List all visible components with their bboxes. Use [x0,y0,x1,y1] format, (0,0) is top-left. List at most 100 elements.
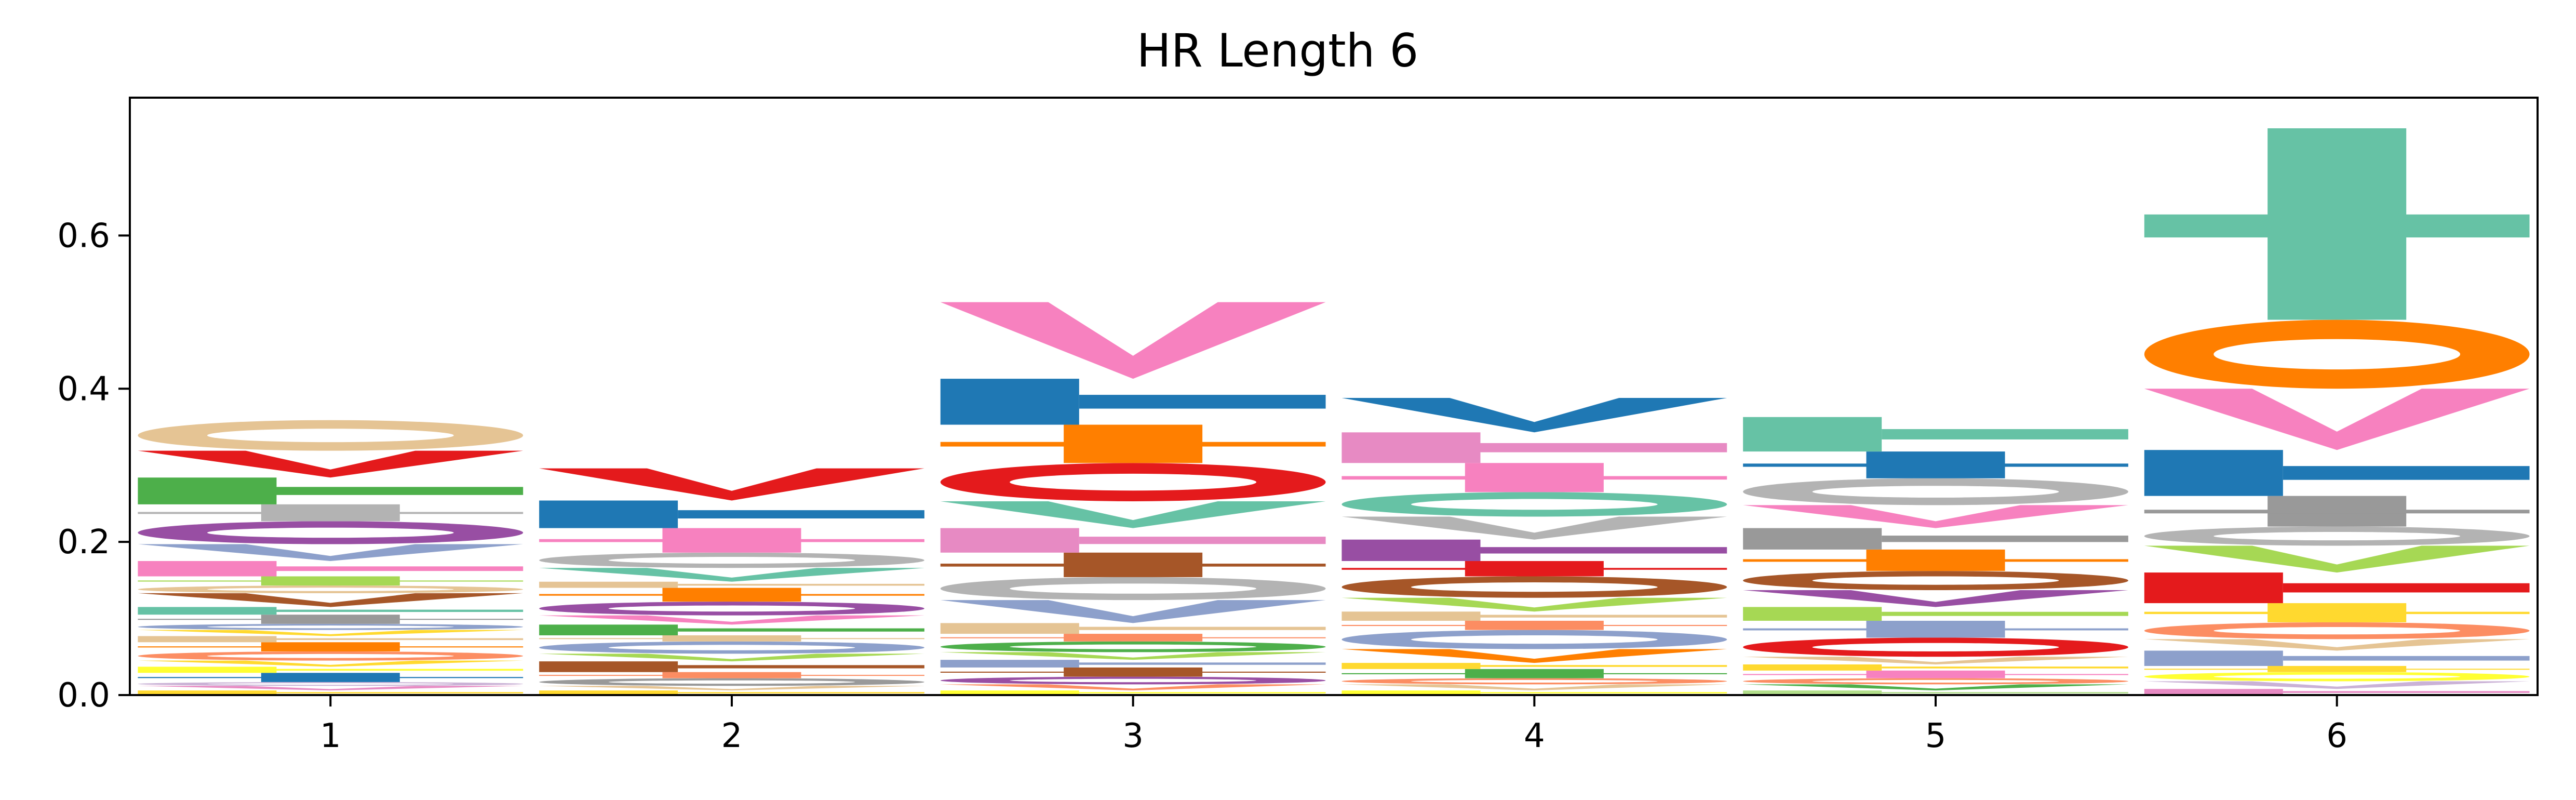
letter-glyph-stroke [1341,624,1727,626]
letter-glyph-stroke [1882,692,2128,694]
letter-glyph-stroke [2283,466,2530,480]
letter-glyph [1743,528,1882,550]
letter-glyph [1743,684,2128,691]
letter-glyph [1341,690,1481,695]
x-tick-label: 1 [320,717,341,755]
letter-glyph-hole [207,527,454,538]
letter-glyph [940,652,1326,660]
letter-glyph [539,581,678,588]
letter-glyph-stroke [940,671,1326,673]
letter-glyph-stroke [276,487,524,495]
letter-glyph-hole [1010,644,1257,649]
letter-glyph [2144,389,2530,450]
letter-glyph [1341,649,1727,663]
letter-glyph [2144,689,2283,695]
letter-glyph-stroke [940,637,1326,638]
letter-glyph-stroke [1743,628,2128,631]
letter-glyph-stroke [1480,615,1727,618]
letter-glyph-hole [608,605,855,612]
letter-glyph-stroke [1480,692,1727,694]
position-1-stack [138,420,524,695]
letter-glyph [2144,639,2530,651]
letter-glyph-stroke [276,692,524,694]
letter-glyph [138,660,524,667]
letter-glyph [2144,650,2283,666]
letter-glyph-stroke [539,594,924,596]
letter-glyph-hole [1010,473,1257,491]
x-tick-label: 6 [2326,717,2347,755]
letter-glyph [1341,516,1727,540]
letter-glyph-hole [207,429,454,443]
letter-glyph-hole [2213,531,2461,541]
letter-glyph-hole [608,645,855,650]
y-tick-label: 0.2 [57,523,110,562]
letter-glyph [138,690,277,695]
letter-glyph-stroke [678,628,924,632]
letter-glyph-stroke [2144,611,2530,615]
letter-glyph [138,593,524,607]
letter-glyph [539,615,924,625]
letter-glyph [1341,684,1727,691]
letter-glyph [1341,611,1481,621]
letter-glyph-stroke [940,442,1326,447]
letter-glyph [138,544,524,561]
letter-glyph-stroke [1079,692,1326,694]
letter-glyph-stroke [678,692,924,694]
letter-glyph-hole [608,557,855,564]
letter-glyph-hole [1411,679,1658,683]
letter-glyph [1743,590,2128,607]
y-tick-label: 0.4 [57,370,110,408]
letter-glyph [539,624,678,635]
letter-glyph-stroke [2283,691,2530,693]
letter-glyph-stroke [1341,673,1727,674]
letter-glyph-hole [1411,582,1658,592]
letter-glyph-hole [1411,635,1658,644]
y-tick-label: 0.0 [57,676,110,715]
position-4-stack [1341,397,1727,695]
position-2-stack [539,468,924,695]
position-3-stack [940,302,1326,695]
letter-glyph-stroke [276,669,524,671]
letter-glyph-stroke [678,665,924,669]
letter-glyph-hole [1010,583,1257,594]
x-axis: 1 2 3 4 5 6 [320,695,2347,755]
letter-glyph [539,690,678,695]
letter-glyph-stroke [276,609,524,612]
letter-glyph-stroke [1079,662,1326,665]
letter-glyph-stroke [138,512,524,514]
position-6-stack [2144,128,2530,695]
x-tick-label: 4 [1524,717,1545,755]
letter-glyph [1743,417,1882,452]
letter-glyph-stroke [276,566,524,571]
letter-glyph [940,623,1079,634]
letter-glyph [539,686,924,691]
letter-glyph-hole [608,680,855,684]
letter-glyph [940,379,1079,425]
letter-glyph [940,302,1326,379]
chart-title: HR Length 6 [1137,24,1419,77]
letter-glyph [1341,432,1481,463]
letter-glyph [1341,539,1481,561]
letter-glyph-hole [1411,499,1658,510]
letter-glyph-stroke [1079,537,1326,544]
letter-glyph-hole [207,654,454,658]
letter-stacks [138,128,2530,695]
letter-glyph [940,684,1326,691]
letter-glyph-hole [1010,678,1257,683]
letter-glyph [138,477,277,504]
x-tick-label: 5 [1925,717,1947,755]
letter-glyph-stroke [2144,669,2530,670]
letter-glyph [138,630,524,636]
letter-glyph [539,500,678,528]
letter-glyph-stroke [1079,626,1326,630]
letter-glyph [138,450,524,478]
letter-glyph [940,690,1079,695]
letter-glyph [539,468,924,501]
letter-glyph [940,501,1326,528]
letter-glyph-stroke [1743,674,2128,675]
letter-glyph [2144,681,2530,689]
letter-glyph [1743,607,1882,621]
letter-glyph [940,660,1079,668]
letter-glyph-stroke [1341,568,1727,570]
